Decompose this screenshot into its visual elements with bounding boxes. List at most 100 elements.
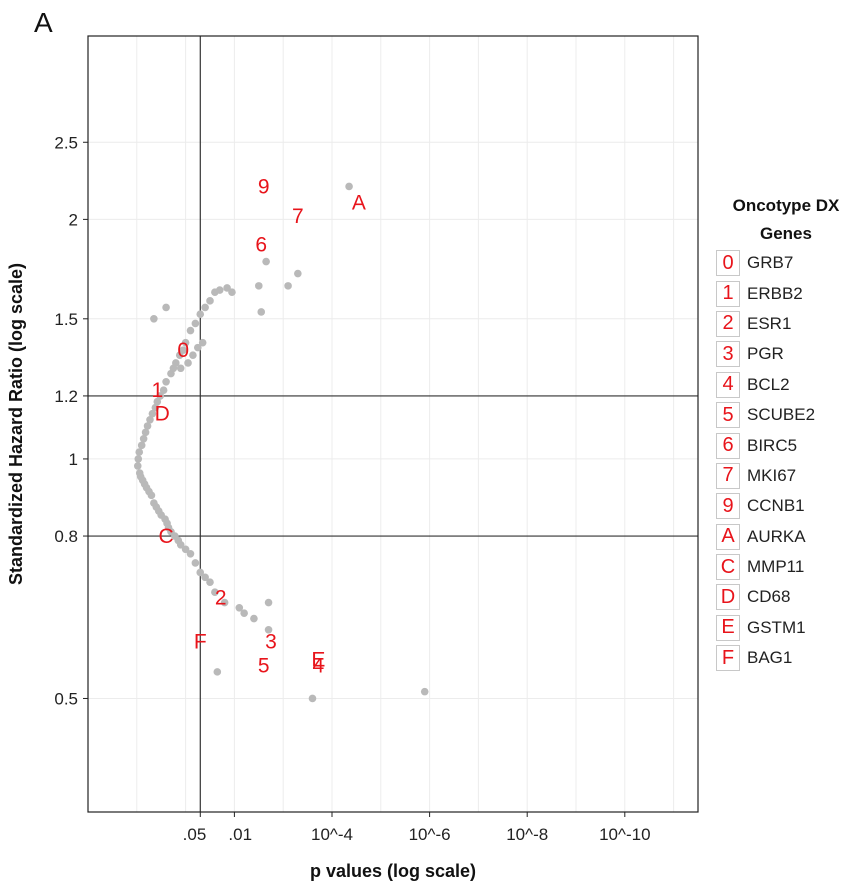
data-point xyxy=(211,588,219,597)
legend-entry: 6 BIRC5 xyxy=(716,430,856,460)
legend-entries: 0 GRB7 1 ERBB2 2 ESR1 3 PGR 4 BCL2 5 SCUBE2 6 BIRC5 7 M… xyxy=(716,248,856,673)
data-point xyxy=(215,286,224,294)
legend-key: 9 xyxy=(716,493,740,520)
x-tick-label: .05 xyxy=(183,825,207,844)
legend-entry: 7 MKI67 xyxy=(716,461,856,491)
legend-gene-name: PGR xyxy=(747,344,784,364)
gene-label: D xyxy=(155,403,170,426)
data-point xyxy=(294,269,302,278)
gene-label: 2 xyxy=(215,586,227,609)
y-tick-label: 1 xyxy=(69,450,78,469)
legend-key: 6 xyxy=(716,432,740,459)
data-point xyxy=(228,288,236,297)
legend-gene-name: BIRC5 xyxy=(747,435,798,455)
data-point xyxy=(148,409,157,418)
gene-label: 4 xyxy=(312,655,324,678)
y-tick-label: 1.2 xyxy=(54,387,78,406)
data-point xyxy=(156,392,165,400)
data-point xyxy=(159,386,168,395)
legend-entry: 1 ERBB2 xyxy=(716,278,856,308)
gene-label: E xyxy=(311,648,325,671)
data-point xyxy=(196,310,205,319)
data-point xyxy=(262,257,270,266)
data-point xyxy=(147,491,156,500)
data-point xyxy=(198,338,207,347)
legend-entry: 4 BCL2 xyxy=(716,370,856,400)
data-point xyxy=(186,326,195,335)
legend-gene-name: SCUBE2 xyxy=(747,405,816,425)
data-point xyxy=(308,694,317,703)
data-point xyxy=(254,282,263,290)
data-point xyxy=(146,415,154,424)
data-point xyxy=(235,604,244,612)
legend-entry: A AURKA xyxy=(716,522,856,552)
legend-key: 2 xyxy=(716,310,740,337)
gene-label: 7 xyxy=(292,205,304,228)
data-point xyxy=(176,364,185,373)
x-axis-ticks: .05 .01 10^-4 10^-6 10^-8 10^-10 xyxy=(183,812,651,844)
gene-labels: 01D C 2 35 F E4 6 79 A xyxy=(151,175,365,677)
legend-entry: 0 GRB7 xyxy=(716,248,856,278)
data-point xyxy=(181,338,190,347)
data-point xyxy=(264,625,273,634)
legend-key: 7 xyxy=(716,462,740,489)
data-point xyxy=(150,315,158,323)
y-tick-label: 2 xyxy=(69,210,78,229)
legend-gene-name: BAG1 xyxy=(747,648,793,668)
data-point xyxy=(284,282,292,290)
data-point xyxy=(162,303,170,312)
legend-gene-name: AURKA xyxy=(747,526,806,546)
data-point xyxy=(135,448,144,456)
x-tick-label: 10^-8 xyxy=(506,825,548,844)
gene-label: 6 xyxy=(255,233,267,256)
legend-entry: 3 PGR xyxy=(716,339,856,369)
data-point xyxy=(141,428,150,437)
gene-label: A xyxy=(352,192,366,215)
legend-key: C xyxy=(716,554,740,581)
data-point xyxy=(137,441,146,450)
legend-gene-name: ERBB2 xyxy=(747,283,803,303)
data-point xyxy=(133,462,142,470)
data-point xyxy=(201,573,209,582)
data-point xyxy=(139,434,148,443)
gene-label: 5 xyxy=(258,655,270,678)
data-point xyxy=(250,614,258,623)
gene-label: 3 xyxy=(265,630,277,653)
legend-entry: D CD68 xyxy=(716,582,856,612)
legend-gene-name: BCL2 xyxy=(747,374,790,394)
data-point xyxy=(264,598,273,607)
legend-key: 3 xyxy=(716,341,740,368)
legend-title: Oncotype DX Genes xyxy=(732,196,840,243)
legend-key: A xyxy=(716,523,740,550)
data-point xyxy=(201,303,209,312)
data-point xyxy=(240,609,248,617)
data-point xyxy=(186,549,195,558)
legend-key: 0 xyxy=(716,250,740,277)
data-point xyxy=(220,598,229,607)
gene-label: F xyxy=(194,630,207,653)
legend-entry: E GSTM1 xyxy=(716,613,856,643)
legend-key: 4 xyxy=(716,371,740,398)
legend-key: 1 xyxy=(716,280,740,307)
data-point xyxy=(134,455,143,463)
x-tick-label: .01 xyxy=(228,825,252,844)
data-point xyxy=(420,687,429,696)
y-axis-ticks: 0.5 0.8 1 1.2 1.5 2 2.5 xyxy=(54,133,88,708)
gene-label: C xyxy=(158,525,173,548)
data-point xyxy=(176,540,185,549)
data-point xyxy=(184,359,192,367)
data-point xyxy=(191,559,200,567)
legend-key: F xyxy=(716,645,740,672)
data-point xyxy=(194,343,202,352)
legend-gene-name: GRB7 xyxy=(747,253,794,273)
data-point xyxy=(257,308,266,316)
legend-entry: 2 ESR1 xyxy=(716,309,856,339)
gene-label: 1 xyxy=(151,379,163,402)
legend: Oncotype DX Genes 0 GRB7 1 ERBB2 2 ESR1 3 PGR 4 B… xyxy=(716,192,856,673)
data-point xyxy=(345,182,353,191)
legend-gene-name: CD68 xyxy=(747,587,791,607)
legend-key: E xyxy=(716,614,740,641)
y-axis-label: Standardized Hazard Ratio (log scale) xyxy=(6,263,26,585)
data-point xyxy=(189,351,197,360)
